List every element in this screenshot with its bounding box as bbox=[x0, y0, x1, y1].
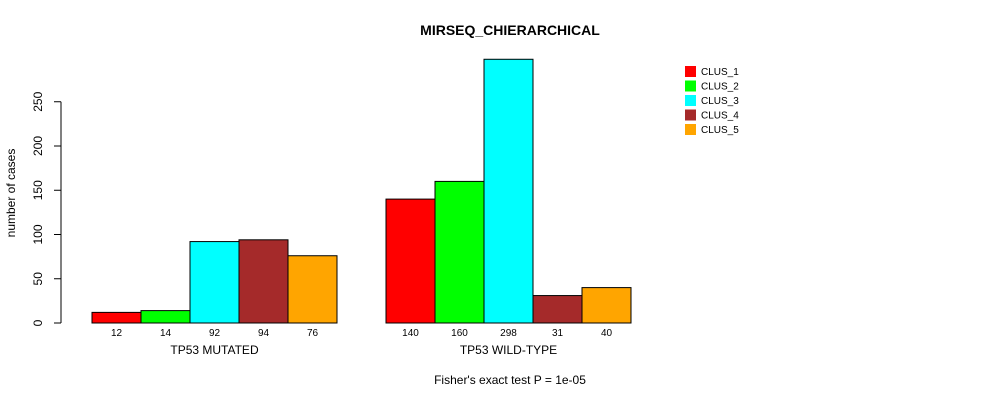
legend-swatch bbox=[685, 95, 696, 106]
bar-count-label: 94 bbox=[258, 328, 270, 339]
bar bbox=[189, 241, 240, 324]
bar bbox=[434, 180, 485, 324]
legend-label: CLUS_1 bbox=[701, 67, 739, 78]
legend-swatch bbox=[685, 109, 696, 121]
legend-label: CLUS_4 bbox=[701, 111, 739, 122]
legend-label: CLUS_3 bbox=[701, 96, 739, 107]
legend-label: CLUS_2 bbox=[701, 82, 739, 93]
bar-count-label: 14 bbox=[160, 328, 172, 339]
y-tick-label: 50 bbox=[31, 272, 45, 286]
legend-label: CLUS_5 bbox=[701, 125, 739, 136]
group-labels: TP53 MUTATED TP53 WILD-TYPE bbox=[170, 343, 557, 357]
bars-group: 12 14 92 94 76 140 160 298 31 40 bbox=[91, 58, 632, 339]
legend-swatch bbox=[685, 124, 696, 135]
y-tick-label: 250 bbox=[31, 91, 45, 111]
bar-count-label: 12 bbox=[111, 328, 123, 339]
bar bbox=[91, 311, 142, 324]
bar-count-label: 160 bbox=[451, 328, 468, 339]
y-axis-label: number of cases bbox=[4, 149, 18, 238]
y-axis: 0 50 100 150 200 250 bbox=[31, 91, 62, 326]
bar-count-label: 92 bbox=[209, 328, 221, 339]
bar-count-label: 140 bbox=[402, 328, 419, 339]
y-tick-label: 150 bbox=[31, 180, 45, 200]
bar-count-label: 40 bbox=[601, 328, 613, 339]
bar bbox=[532, 295, 583, 324]
bar bbox=[238, 239, 289, 324]
legend: CLUS_1 CLUS_2 CLUS_3 CLUS_4 CLUS_5 bbox=[685, 66, 739, 136]
category-label: TP53 MUTATED bbox=[170, 343, 259, 357]
category-label: TP53 WILD-TYPE bbox=[460, 343, 557, 357]
bar-count-label: 76 bbox=[307, 328, 319, 339]
y-tick-label: 0 bbox=[31, 319, 45, 326]
y-tick-label: 200 bbox=[31, 136, 45, 156]
y-tick-label: 100 bbox=[31, 224, 45, 244]
legend-swatch bbox=[685, 66, 696, 77]
legend-swatch bbox=[685, 80, 696, 92]
bar bbox=[483, 58, 534, 324]
bar-count-label: 31 bbox=[552, 328, 564, 339]
bar bbox=[385, 198, 436, 324]
bar bbox=[287, 255, 338, 324]
bar bbox=[140, 310, 191, 324]
chart-title: MIRSEQ_CHIERARCHICAL bbox=[420, 22, 600, 38]
bar-count-label: 298 bbox=[500, 328, 517, 339]
test-caption: Fisher's exact test P = 1e-05 bbox=[434, 373, 586, 387]
bar bbox=[581, 287, 632, 324]
